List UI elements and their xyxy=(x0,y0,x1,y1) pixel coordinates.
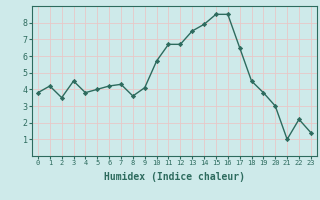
X-axis label: Humidex (Indice chaleur): Humidex (Indice chaleur) xyxy=(104,172,245,182)
